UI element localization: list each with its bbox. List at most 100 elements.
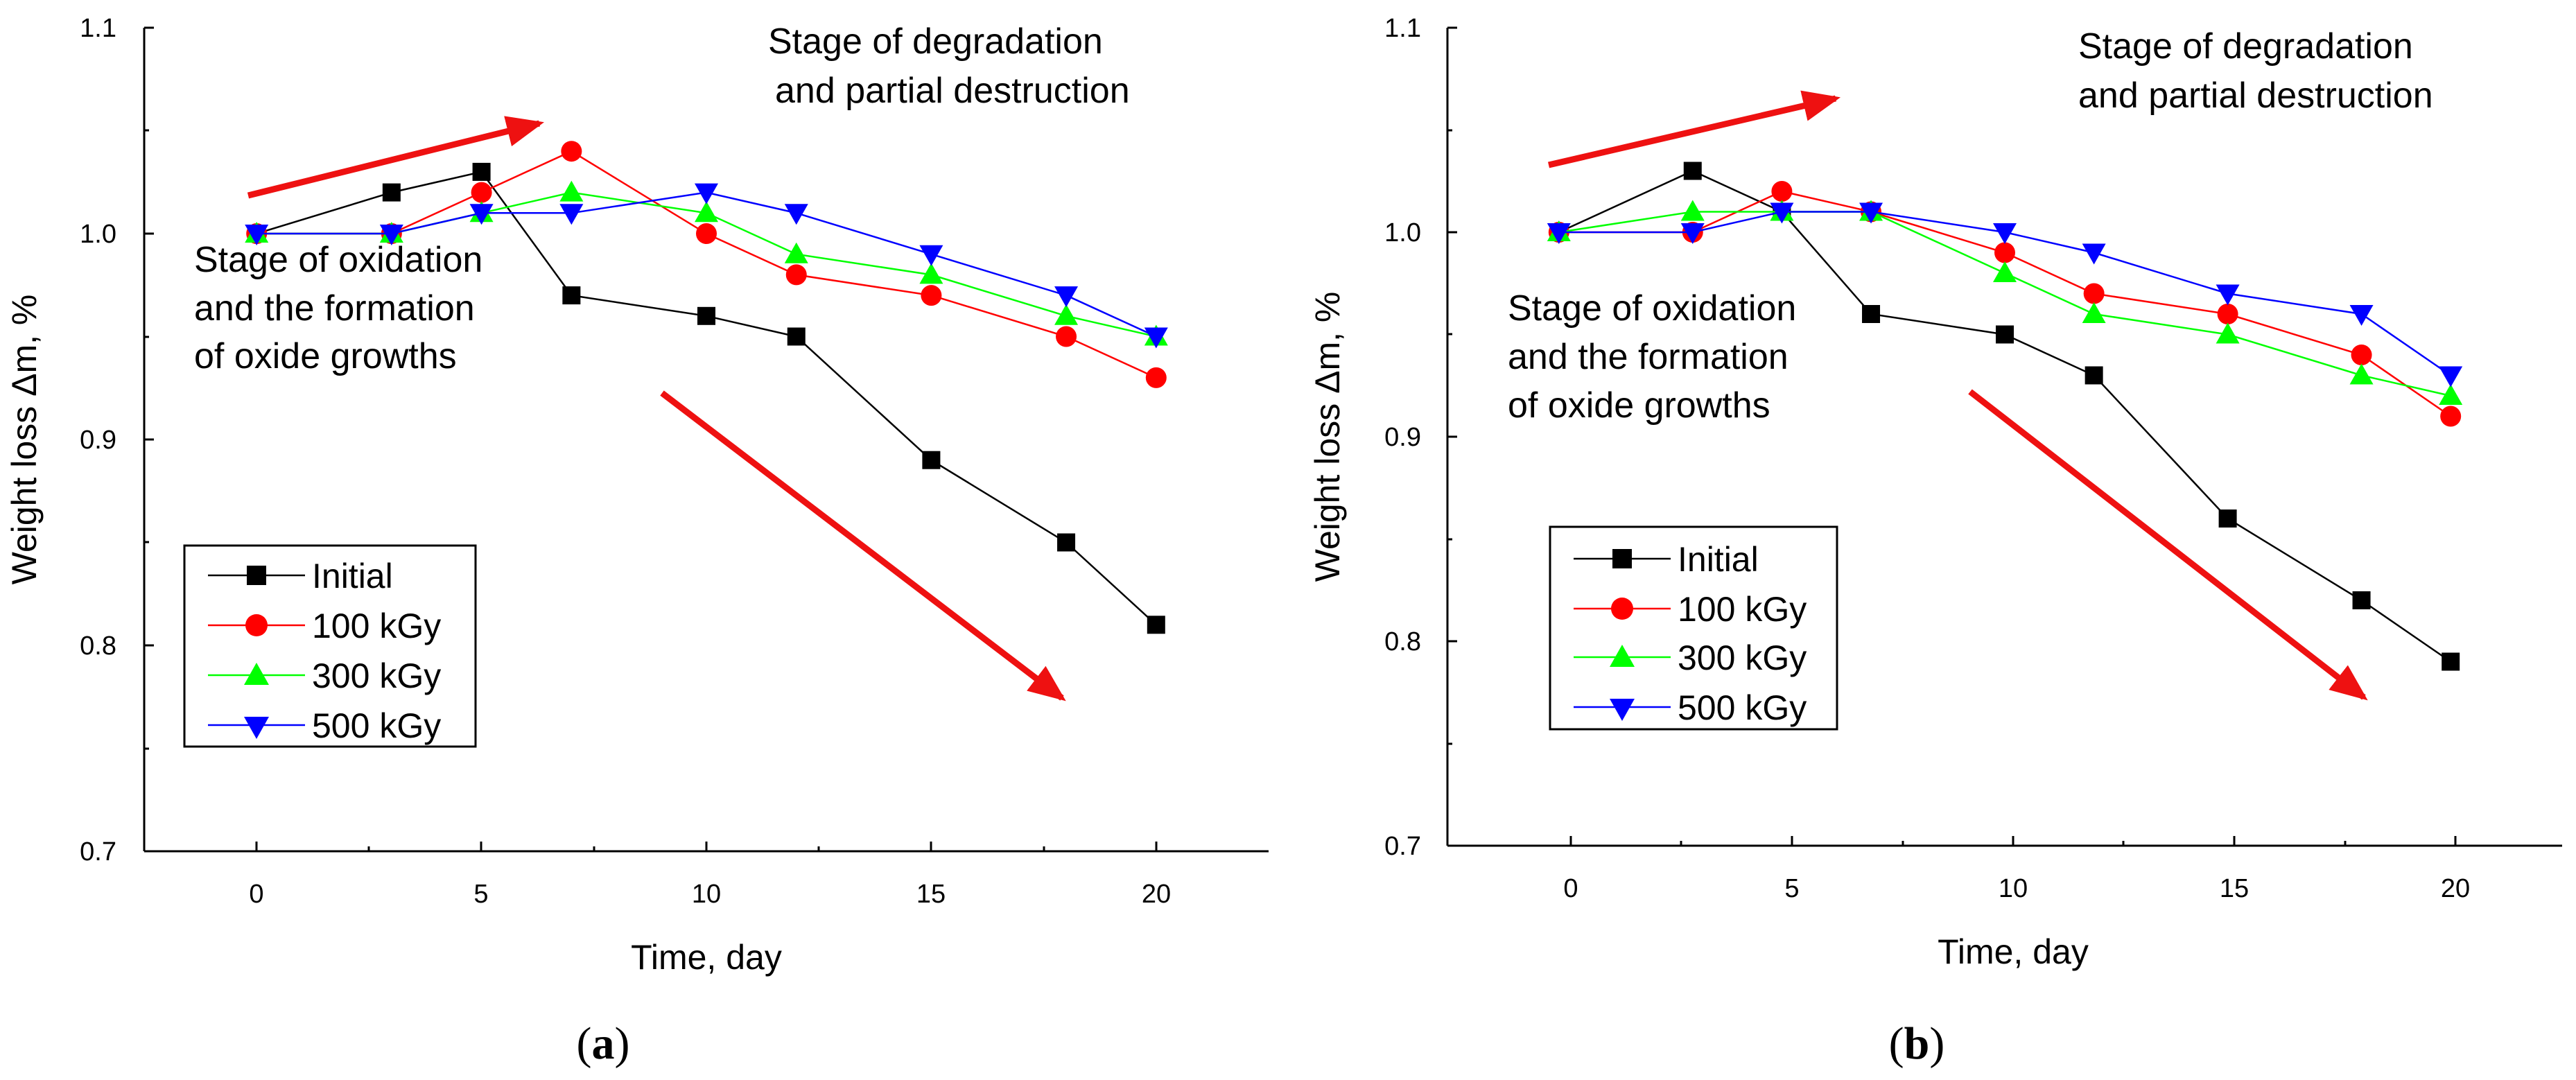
panel-b-plot-area bbox=[1547, 162, 2463, 671]
data-point-300-kgy bbox=[919, 263, 943, 284]
data-point-100-kgy bbox=[785, 264, 807, 286]
data-point-100-kgy bbox=[921, 285, 942, 306]
data-point-500-kgy bbox=[1993, 223, 2017, 244]
panel-b-x-ticks bbox=[1569, 836, 2457, 846]
oxidation-stage-label-line-1: Stage of oxidation bbox=[194, 240, 482, 280]
degradation-stage-label-line-1: Stage of degradation bbox=[768, 21, 1103, 62]
data-point-initial bbox=[2085, 366, 2103, 385]
legend-entry-100-kgy: 100 kGy bbox=[208, 607, 441, 645]
data-point-initial bbox=[1996, 325, 2014, 344]
panel-a-y-ticks bbox=[144, 26, 154, 853]
series-500-kgy bbox=[1547, 202, 2463, 387]
legend-label: 100 kGy bbox=[312, 607, 441, 645]
data-point-100-kgy bbox=[1994, 242, 2015, 263]
data-point-500-kgy bbox=[2216, 284, 2240, 306]
legend-box bbox=[183, 544, 477, 748]
data-point-300-kgy bbox=[1680, 200, 1705, 221]
legend-label: 500 kGy bbox=[312, 706, 441, 745]
panel-a-plot-area bbox=[245, 141, 1168, 634]
data-point-300-kgy bbox=[2082, 302, 2106, 323]
y-tick-label: 0.9 bbox=[80, 426, 116, 455]
panel-b-label: (b) bbox=[1889, 1018, 1945, 1069]
x-tick-label: 15 bbox=[916, 880, 946, 909]
panel-a-y-axis-title: Weight loss Δm, % bbox=[5, 295, 44, 585]
panel-b-y-ticks bbox=[1447, 26, 1457, 847]
data-point-500-kgy bbox=[695, 183, 718, 204]
legend-square-marker bbox=[1612, 549, 1632, 568]
data-point-300-kgy bbox=[559, 180, 584, 202]
legend-label: 300 kGy bbox=[1678, 638, 1807, 677]
y-tick-label: 0.8 bbox=[80, 632, 116, 661]
data-point-initial bbox=[1057, 533, 1076, 552]
data-point-300-kgy bbox=[2216, 322, 2240, 344]
legend-entry-100-kgy: 100 kGy bbox=[1574, 590, 1807, 629]
oxidation-stage-label-line-3: of oxide growths bbox=[194, 336, 457, 376]
panel-a-label: (a) bbox=[577, 1018, 630, 1069]
legend-label: 500 kGy bbox=[1678, 688, 1807, 727]
data-point-initial bbox=[2352, 591, 2371, 609]
data-point-initial bbox=[787, 327, 806, 346]
data-point-300-kgy bbox=[784, 242, 808, 263]
y-tick-label: 1.1 bbox=[80, 14, 116, 43]
panel-a: 0.7 0.8 0.9 1.0 1.1 0 5 10 15 20 Time, d… bbox=[5, 14, 1269, 1069]
data-point-initial bbox=[472, 162, 491, 181]
panel-a-y-tick-labels: 0.7 0.8 0.9 1.0 1.1 bbox=[80, 14, 116, 866]
oxidation-stage-label-line-1: Stage of oxidation bbox=[1508, 288, 1796, 329]
data-point-100-kgy bbox=[1056, 326, 1077, 347]
data-point-100-kgy bbox=[1145, 367, 1167, 388]
legend-entry-300-kgy: 300 kGy bbox=[208, 656, 441, 695]
data-point-100-kgy bbox=[2083, 283, 2105, 304]
degradation-stage-label-line-2: and partial destruction bbox=[2078, 76, 2433, 116]
legend-entry-initial: Initial bbox=[1574, 540, 1759, 579]
data-point-initial bbox=[922, 451, 941, 469]
legend-circle-marker bbox=[245, 614, 268, 636]
legend-box bbox=[1549, 525, 1838, 731]
panel-a-x-tick-labels: 0 5 10 15 20 bbox=[249, 880, 1171, 909]
data-point-500-kgy bbox=[2082, 243, 2106, 265]
data-point-100-kgy bbox=[696, 223, 717, 244]
series-initial bbox=[1549, 162, 2460, 671]
data-point-500-kgy bbox=[1680, 223, 1705, 244]
y-tick-label: 0.7 bbox=[80, 837, 116, 866]
data-point-500-kgy bbox=[245, 225, 269, 245]
legend-entry-300-kgy: 300 kGy bbox=[1574, 638, 1807, 677]
x-tick-label: 5 bbox=[1784, 874, 1799, 903]
data-point-300-kgy bbox=[1054, 304, 1079, 325]
series-500-kgy bbox=[245, 183, 1168, 349]
rising-trend-arrow bbox=[247, 116, 544, 199]
x-tick-label: 0 bbox=[249, 880, 263, 909]
legend-entry-500-kgy: 500 kGy bbox=[1574, 688, 1807, 727]
data-point-500-kgy bbox=[379, 225, 403, 245]
y-tick-label: 0.9 bbox=[1384, 423, 1421, 452]
panel-b-y-tick-labels: 0.7 0.8 0.9 1.0 1.1 bbox=[1384, 14, 1421, 861]
data-point-500-kgy bbox=[1054, 286, 1079, 308]
panel-a-x-axis-title: Time, day bbox=[631, 938, 782, 977]
data-point-500-kgy bbox=[559, 204, 584, 225]
data-point-initial bbox=[562, 286, 581, 305]
data-point-500-kgy bbox=[469, 204, 494, 225]
data-point-100-kgy bbox=[2217, 304, 2238, 324]
legend-label: 100 kGy bbox=[1678, 590, 1807, 629]
degradation-stage-label-line-1: Stage of degradation bbox=[2078, 26, 2413, 67]
data-point-initial bbox=[382, 183, 401, 202]
data-point-500-kgy bbox=[919, 245, 943, 266]
oxidation-stage-label-line-2: and the formation bbox=[1508, 337, 1789, 377]
data-point-300-kgy bbox=[1993, 261, 2017, 282]
legend-label: 300 kGy bbox=[312, 656, 441, 695]
x-tick-label: 10 bbox=[692, 880, 721, 909]
declining-trend-arrow bbox=[1968, 389, 2368, 701]
oxidation-stage-label-line-2: and the formation bbox=[194, 288, 475, 329]
panel-b-annotations: Stage of degradation and partial destruc… bbox=[1508, 26, 2433, 701]
panel-a-ticks bbox=[144, 26, 1158, 853]
declining-trend-arrow bbox=[660, 390, 1066, 702]
data-point-300-kgy bbox=[2439, 384, 2463, 405]
x-tick-label: 0 bbox=[1563, 874, 1578, 903]
data-point-500-kgy bbox=[1770, 202, 1794, 224]
x-tick-label: 5 bbox=[473, 880, 488, 909]
data-point-500-kgy bbox=[2439, 366, 2463, 387]
panel-b: 0.7 0.8 0.9 1.0 1.1 0 5 10 15 20 Time, d… bbox=[1308, 14, 2562, 1069]
data-point-100-kgy bbox=[2351, 345, 2372, 365]
x-tick-label: 10 bbox=[1999, 874, 2028, 903]
y-tick-label: 0.7 bbox=[1384, 832, 1421, 861]
